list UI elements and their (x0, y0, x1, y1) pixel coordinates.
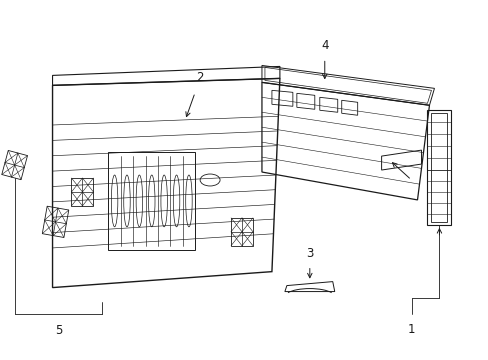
Text: 5: 5 (55, 324, 62, 337)
Text: 1: 1 (407, 323, 414, 337)
Text: 3: 3 (305, 247, 313, 260)
Text: 4: 4 (320, 40, 328, 53)
Text: 2: 2 (196, 71, 203, 84)
